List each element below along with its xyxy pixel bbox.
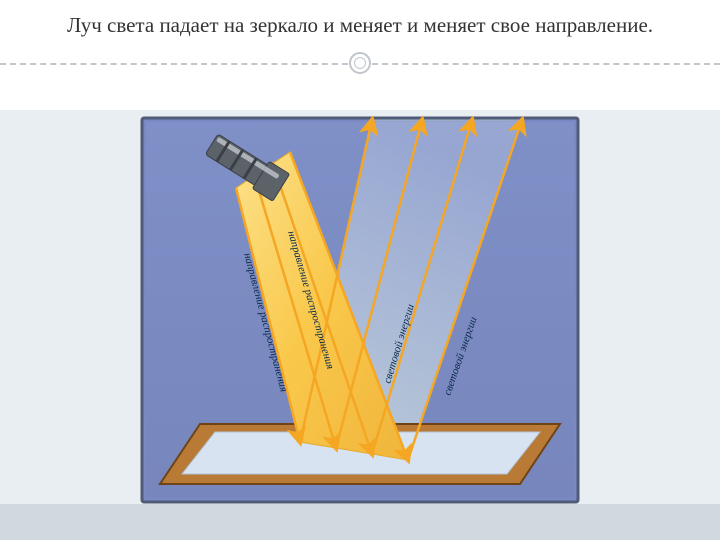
page-title: Луч света падает на зеркало и меняет и м…	[0, 0, 720, 47]
title-divider	[0, 51, 720, 75]
divider-ornament	[349, 52, 371, 74]
diagram-canvas: направление распространения направление …	[0, 110, 720, 540]
footer-bar	[0, 504, 720, 540]
reflection-diagram: направление распространения направление …	[140, 116, 580, 504]
